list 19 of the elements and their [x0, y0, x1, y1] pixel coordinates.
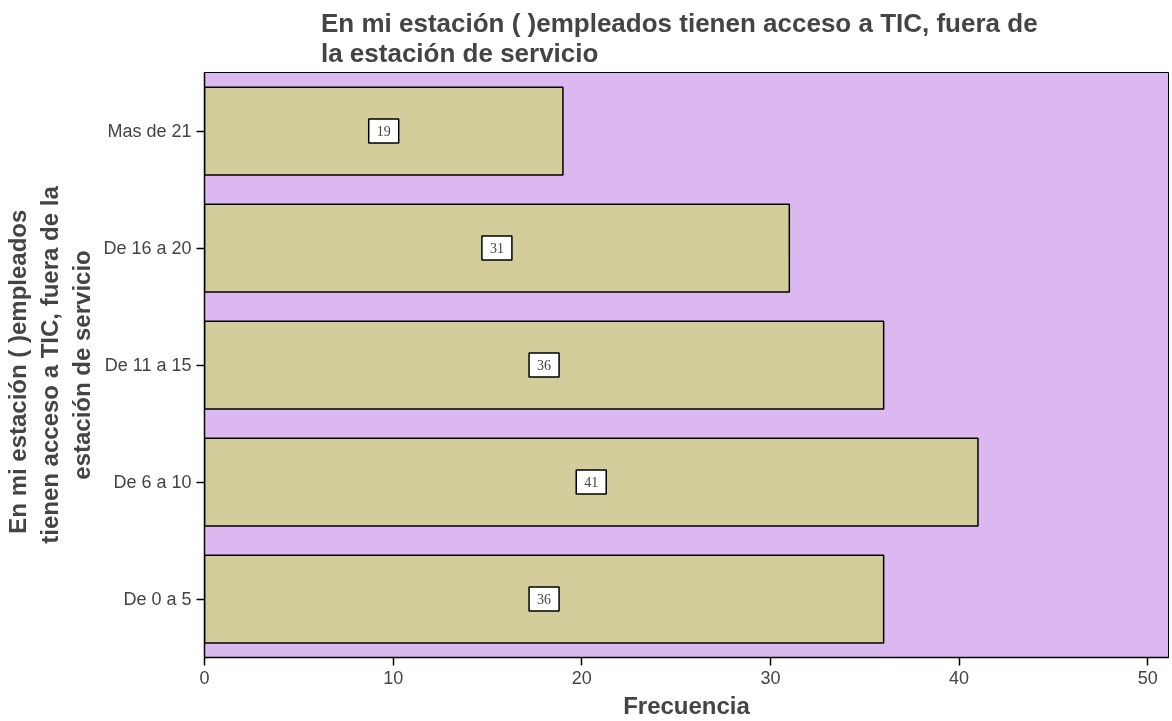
- chart-title: En mi estación ( )empleados tienen acceso a TIC, fuera de la estación de servicio: [320, 7, 1038, 68]
- y-tick-label: De 0 a 5: [123, 589, 192, 609]
- x-tick-label: 0: [199, 667, 210, 688]
- y-tick-label: De 6 a 10: [113, 472, 192, 492]
- y-tick-label: De 11 a 15: [104, 355, 192, 375]
- data-label: 31: [489, 241, 504, 256]
- y-tick-label: Mas de 21: [107, 121, 192, 141]
- data-label: 41: [584, 475, 599, 490]
- x-tick-label: 50: [1137, 667, 1158, 688]
- y-tick-label: De 16 a 20: [103, 238, 192, 258]
- x-tick-label: 40: [949, 667, 970, 688]
- y-axis-title: En mi estación ( )empleados tienen acceso a TIC, fuera de la estación de servicio: [3, 185, 96, 544]
- x-tick-label: 20: [571, 667, 592, 688]
- data-label: 36: [537, 358, 552, 373]
- data-label: 19: [376, 124, 391, 139]
- x-axis-title: Frecuencia: [623, 691, 751, 719]
- x-tick-label: 10: [383, 667, 404, 688]
- x-tick-label: 30: [760, 667, 781, 688]
- data-label: 36: [537, 592, 552, 607]
